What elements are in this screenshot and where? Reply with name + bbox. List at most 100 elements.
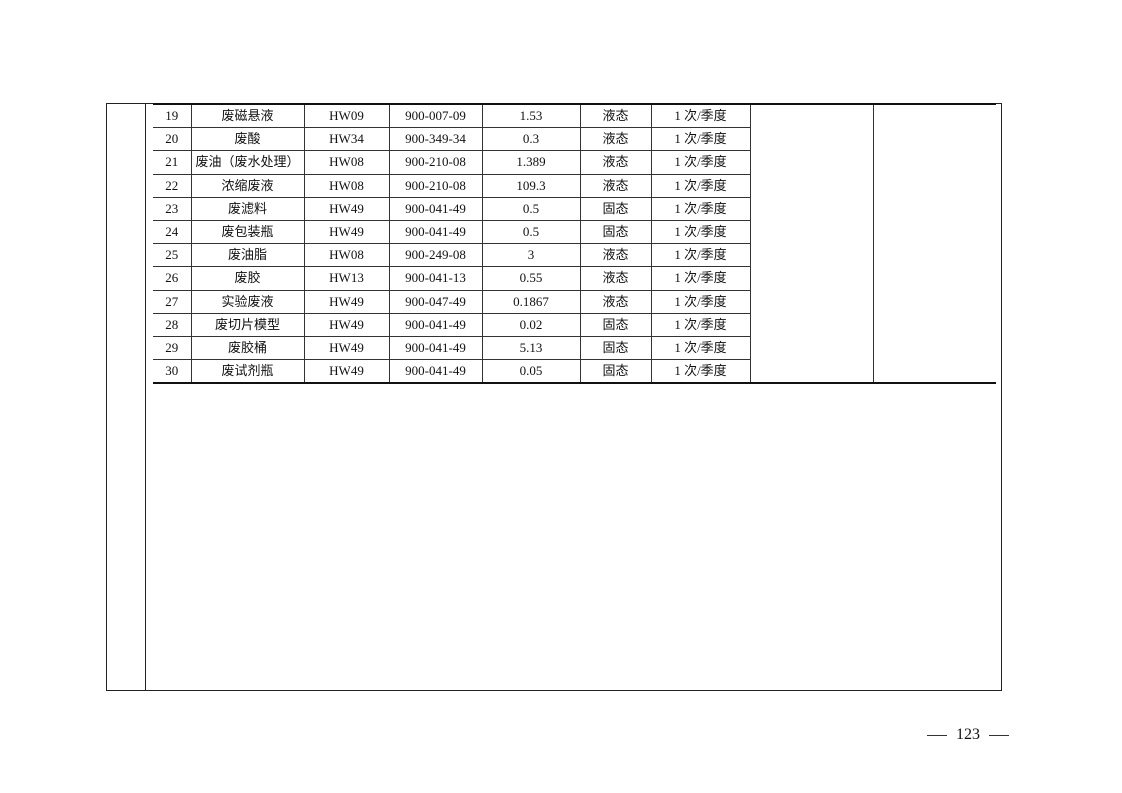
cell-index: 22 (153, 173, 192, 198)
cell-quantity: 1.389 (481, 150, 581, 175)
cell-waste-category: HW49 (303, 289, 390, 314)
cell-frequency: 1 次/季度 (650, 289, 751, 314)
cell-waste-category: HW49 (303, 219, 390, 245)
cell-waste-category: HW09 (303, 103, 390, 129)
cell-frequency: 1 次/季度 (650, 219, 751, 245)
cell-index: 20 (153, 127, 192, 152)
cell-quantity: 3 (481, 243, 581, 268)
cell-waste-name: 浓缩废液 (190, 173, 305, 198)
cell-form: 液态 (579, 103, 652, 129)
cell-waste-name: 废包装瓶 (190, 219, 305, 245)
cell-waste-name: 实验废液 (190, 289, 305, 314)
cell-waste-code: 900-249-08 (388, 243, 483, 268)
cell-index: 21 (153, 150, 192, 175)
cell-index: 24 (153, 219, 192, 245)
cell-index: 29 (153, 335, 192, 361)
cell-quantity: 0.02 (481, 312, 581, 337)
blank-cell-1 (749, 103, 874, 384)
cell-waste-category: HW13 (303, 266, 390, 291)
table-row: 24 废包装瓶 HW49 900-041-49 0.5 固态 1 次/季度 (153, 219, 996, 245)
cell-frequency: 1 次/季度 (650, 150, 751, 175)
cell-waste-name: 废试剂瓶 (190, 359, 305, 384)
cell-form: 液态 (579, 266, 652, 291)
cell-index: 27 (153, 289, 192, 314)
table-row: 21 废油（废水处理） HW08 900-210-08 1.389 液态 1 次/季度 (153, 150, 996, 175)
cell-waste-code: 900-041-49 (388, 196, 483, 221)
cell-waste-code: 900-041-49 (388, 359, 483, 384)
cell-form: 固态 (579, 335, 652, 361)
table-row: 19 废磁悬液 HW09 900-007-09 1.53 液态 1 次/季度 (153, 103, 996, 384)
cell-quantity: 5.13 (481, 335, 581, 361)
cell-frequency: 1 次/季度 (650, 335, 751, 361)
cell-form: 液态 (579, 289, 652, 314)
cell-waste-name: 废酸 (190, 127, 305, 152)
cell-waste-code: 900-041-49 (388, 335, 483, 361)
table-row: 30 废试剂瓶 HW49 900-041-49 0.05 固态 1 次/季度 (153, 359, 996, 384)
hazardous-waste-table: 19 废磁悬液 HW09 900-007-09 1.53 液态 1 次/季度 20 废酸 HW34… (153, 103, 996, 385)
cell-waste-category: HW49 (303, 312, 390, 337)
cell-form: 液态 (579, 243, 652, 268)
cell-waste-category: HW08 (303, 243, 390, 268)
cell-quantity: 0.55 (481, 266, 581, 291)
cell-waste-category: HW49 (303, 359, 390, 384)
cell-waste-name: 废切片模型 (190, 312, 305, 337)
cell-index: 30 (153, 359, 192, 384)
frame-divider (145, 103, 146, 691)
cell-quantity: 0.5 (481, 219, 581, 245)
cell-index: 25 (153, 243, 192, 268)
cell-waste-code: 900-041-49 (388, 312, 483, 337)
cell-index: 23 (153, 196, 192, 221)
cell-frequency: 1 次/季度 (650, 266, 751, 291)
cell-quantity: 109.3 (481, 173, 581, 198)
cell-quantity: 0.5 (481, 196, 581, 221)
cell-frequency: 1 次/季度 (650, 103, 751, 129)
cell-waste-name: 废胶桶 (190, 335, 305, 361)
cell-form: 固态 (579, 196, 652, 221)
cell-quantity: 1.53 (481, 103, 581, 129)
cell-form: 液态 (579, 150, 652, 175)
table-row: 28 废切片模型 HW49 900-041-49 0.02 固态 1 次/季度 (153, 312, 996, 337)
cell-waste-category: HW08 (303, 173, 390, 198)
cell-waste-category: HW49 (303, 196, 390, 221)
cell-form: 液态 (579, 127, 652, 152)
table-row: 23 废滤料 HW49 900-041-49 0.5 固态 1 次/季度 (153, 196, 996, 221)
cell-index: 26 (153, 266, 192, 291)
cell-waste-name: 废滤料 (190, 196, 305, 221)
cell-waste-code: 900-210-08 (388, 173, 483, 198)
cell-quantity: 0.05 (481, 359, 581, 384)
table-row: 29 废胶桶 HW49 900-041-49 5.13 固态 1 次/季度 (153, 335, 996, 361)
cell-waste-name: 废油脂 (190, 243, 305, 268)
cell-waste-name: 废胶 (190, 266, 305, 291)
cell-frequency: 1 次/季度 (650, 312, 751, 337)
cell-index: 28 (153, 312, 192, 337)
cell-frequency: 1 次/季度 (650, 243, 751, 268)
cell-waste-name: 废磁悬液 (190, 103, 305, 129)
dash-right (989, 734, 1009, 736)
cell-form: 固态 (579, 312, 652, 337)
cell-form: 固态 (579, 219, 652, 245)
table-row: 26 废胶 HW13 900-041-13 0.55 液态 1 次/季度 (153, 266, 996, 291)
cell-form: 固态 (579, 359, 652, 384)
cell-waste-name: 废油（废水处理） (190, 150, 305, 175)
cell-waste-code: 900-210-08 (388, 150, 483, 175)
blank-cell-2 (872, 103, 996, 384)
cell-waste-category: HW49 (303, 335, 390, 361)
dash-left (927, 734, 947, 736)
cell-quantity: 0.3 (481, 127, 581, 152)
cell-waste-code: 900-041-49 (388, 219, 483, 245)
cell-waste-code: 900-007-09 (388, 103, 483, 129)
page-number: 123 (918, 726, 1018, 744)
cell-waste-category: HW34 (303, 127, 390, 152)
cell-form: 液态 (579, 173, 652, 198)
cell-frequency: 1 次/季度 (650, 173, 751, 198)
cell-quantity: 0.1867 (481, 289, 581, 314)
cell-waste-code: 900-349-34 (388, 127, 483, 152)
cell-waste-category: HW08 (303, 150, 390, 175)
page-number-text: 123 (956, 726, 980, 743)
cell-waste-code: 900-041-13 (388, 266, 483, 291)
table-row: 25 废油脂 HW08 900-249-08 3 液态 1 次/季度 (153, 243, 996, 268)
cell-waste-code: 900-047-49 (388, 289, 483, 314)
cell-frequency: 1 次/季度 (650, 196, 751, 221)
cell-frequency: 1 次/季度 (650, 359, 751, 384)
cell-index: 19 (153, 103, 192, 129)
